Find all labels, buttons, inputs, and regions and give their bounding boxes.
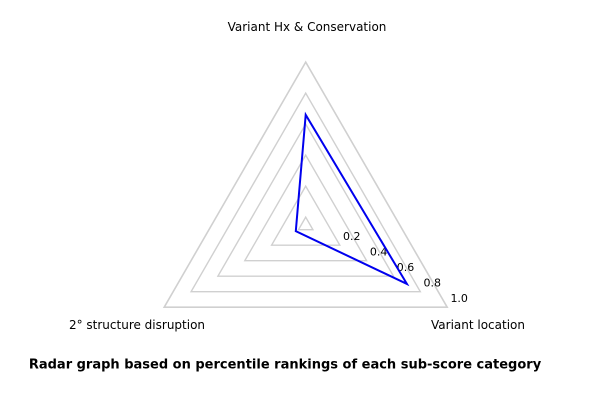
figure-caption: Radar graph based on percentile rankings… <box>28 357 542 373</box>
axis-label-variant-hx-conservation: Variant Hx & Conservation <box>227 20 387 34</box>
radial-tick-label: 1.0 <box>450 292 468 305</box>
grid-ring <box>216 122 395 277</box>
grid-ring <box>243 153 368 262</box>
axis-label-secondary-structure-disruption: 2° structure disruption <box>68 318 206 332</box>
grid-ring <box>297 215 315 231</box>
axis-label-variant-location: Variant location <box>431 318 525 332</box>
grid-ring <box>270 184 342 246</box>
radar-frame <box>162 60 449 309</box>
radial-tick-label: 0.2 <box>343 230 361 243</box>
radial-tick-label: 0.8 <box>424 277 442 290</box>
data-series-polygon <box>294 111 410 287</box>
radial-tick-label: 0.6 <box>397 261 415 274</box>
grid-ring <box>189 91 422 293</box>
radial-tick-label: 0.4 <box>370 246 388 259</box>
